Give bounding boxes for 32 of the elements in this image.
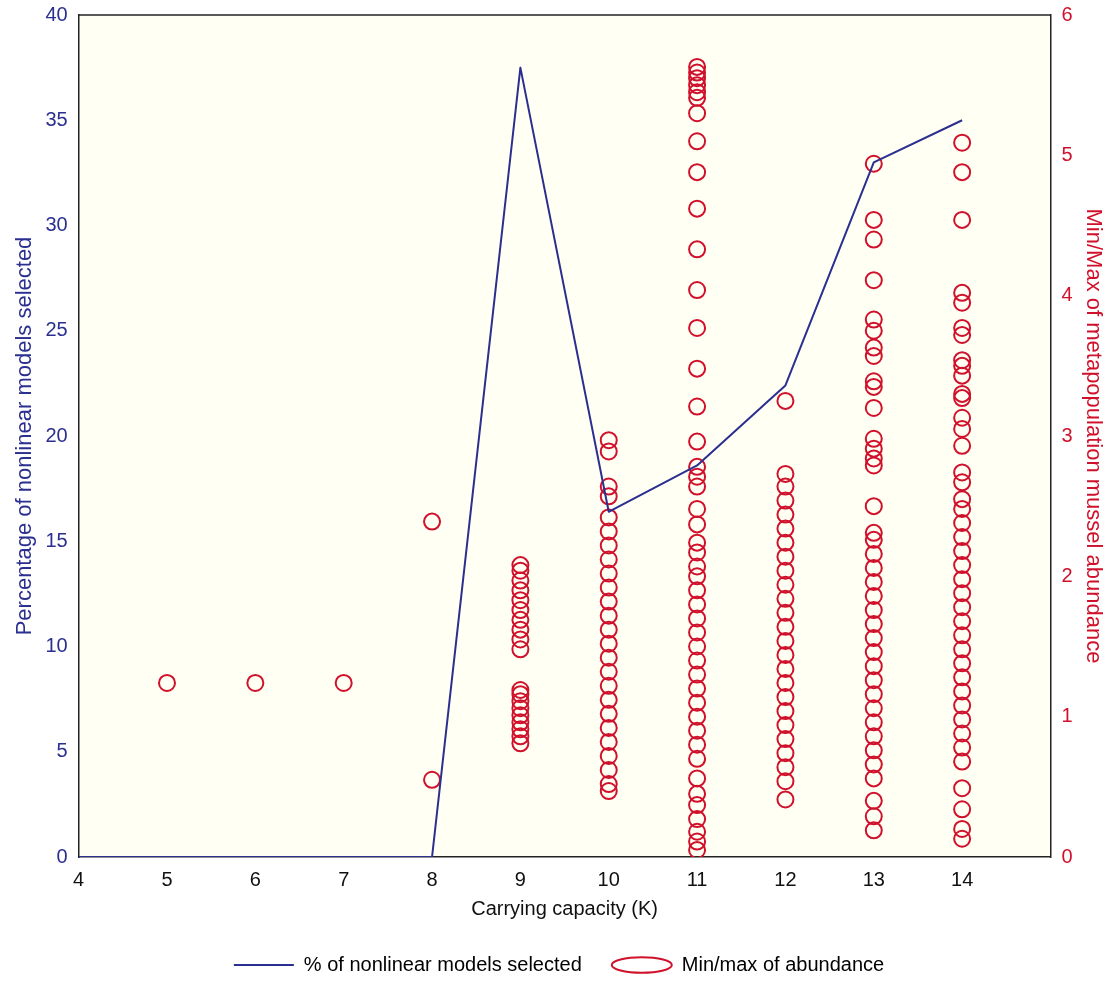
y-axis-title: Percentage of nonlinear models selected (11, 236, 37, 636)
x-tick-label: 8 (426, 867, 438, 890)
x-tick-label: 7 (338, 867, 350, 890)
x-tick-label: 12 (774, 867, 797, 890)
x-tick-label: 10 (597, 867, 620, 890)
x-tick-label: 6 (249, 867, 261, 890)
y-tick-label: 5 (56, 739, 68, 762)
y-tick-label: 35 (45, 107, 68, 130)
x-tick-label: 5 (161, 867, 173, 890)
legend-label: Min/max of abundance (681, 952, 885, 975)
x-tick-label: 9 (514, 867, 526, 890)
y-tick-label: 30 (45, 213, 68, 236)
y2-tick-label: 6 (1061, 2, 1073, 25)
legend-label: % of nonlinear models selected (303, 952, 582, 975)
x-tick-label: 14 (951, 867, 974, 890)
y-tick-label: 0 (56, 844, 68, 867)
y2-tick-label: 3 (1061, 423, 1073, 446)
x-tick-label: 4 (73, 867, 85, 890)
y-tick-label: 40 (45, 2, 68, 25)
y-tick-label: 25 (45, 318, 68, 341)
y2-tick-label: 0 (1061, 844, 1073, 867)
x-tick-label: 13 (862, 867, 885, 890)
y2-tick-label: 5 (1061, 142, 1073, 165)
y2-tick-label: 2 (1061, 563, 1073, 586)
y2-tick-label: 1 (1061, 704, 1073, 727)
y-tick-label: 10 (45, 634, 68, 657)
y2-tick-label: 4 (1061, 283, 1073, 306)
x-axis-title: Carrying capacity (K) (471, 896, 658, 919)
y-tick-label: 15 (45, 528, 68, 551)
y-tick-label: 20 (45, 423, 68, 446)
y2-axis-title: Min/Max of metapopulation mussel abundance (1081, 208, 1107, 664)
x-tick-label: 11 (686, 867, 708, 890)
